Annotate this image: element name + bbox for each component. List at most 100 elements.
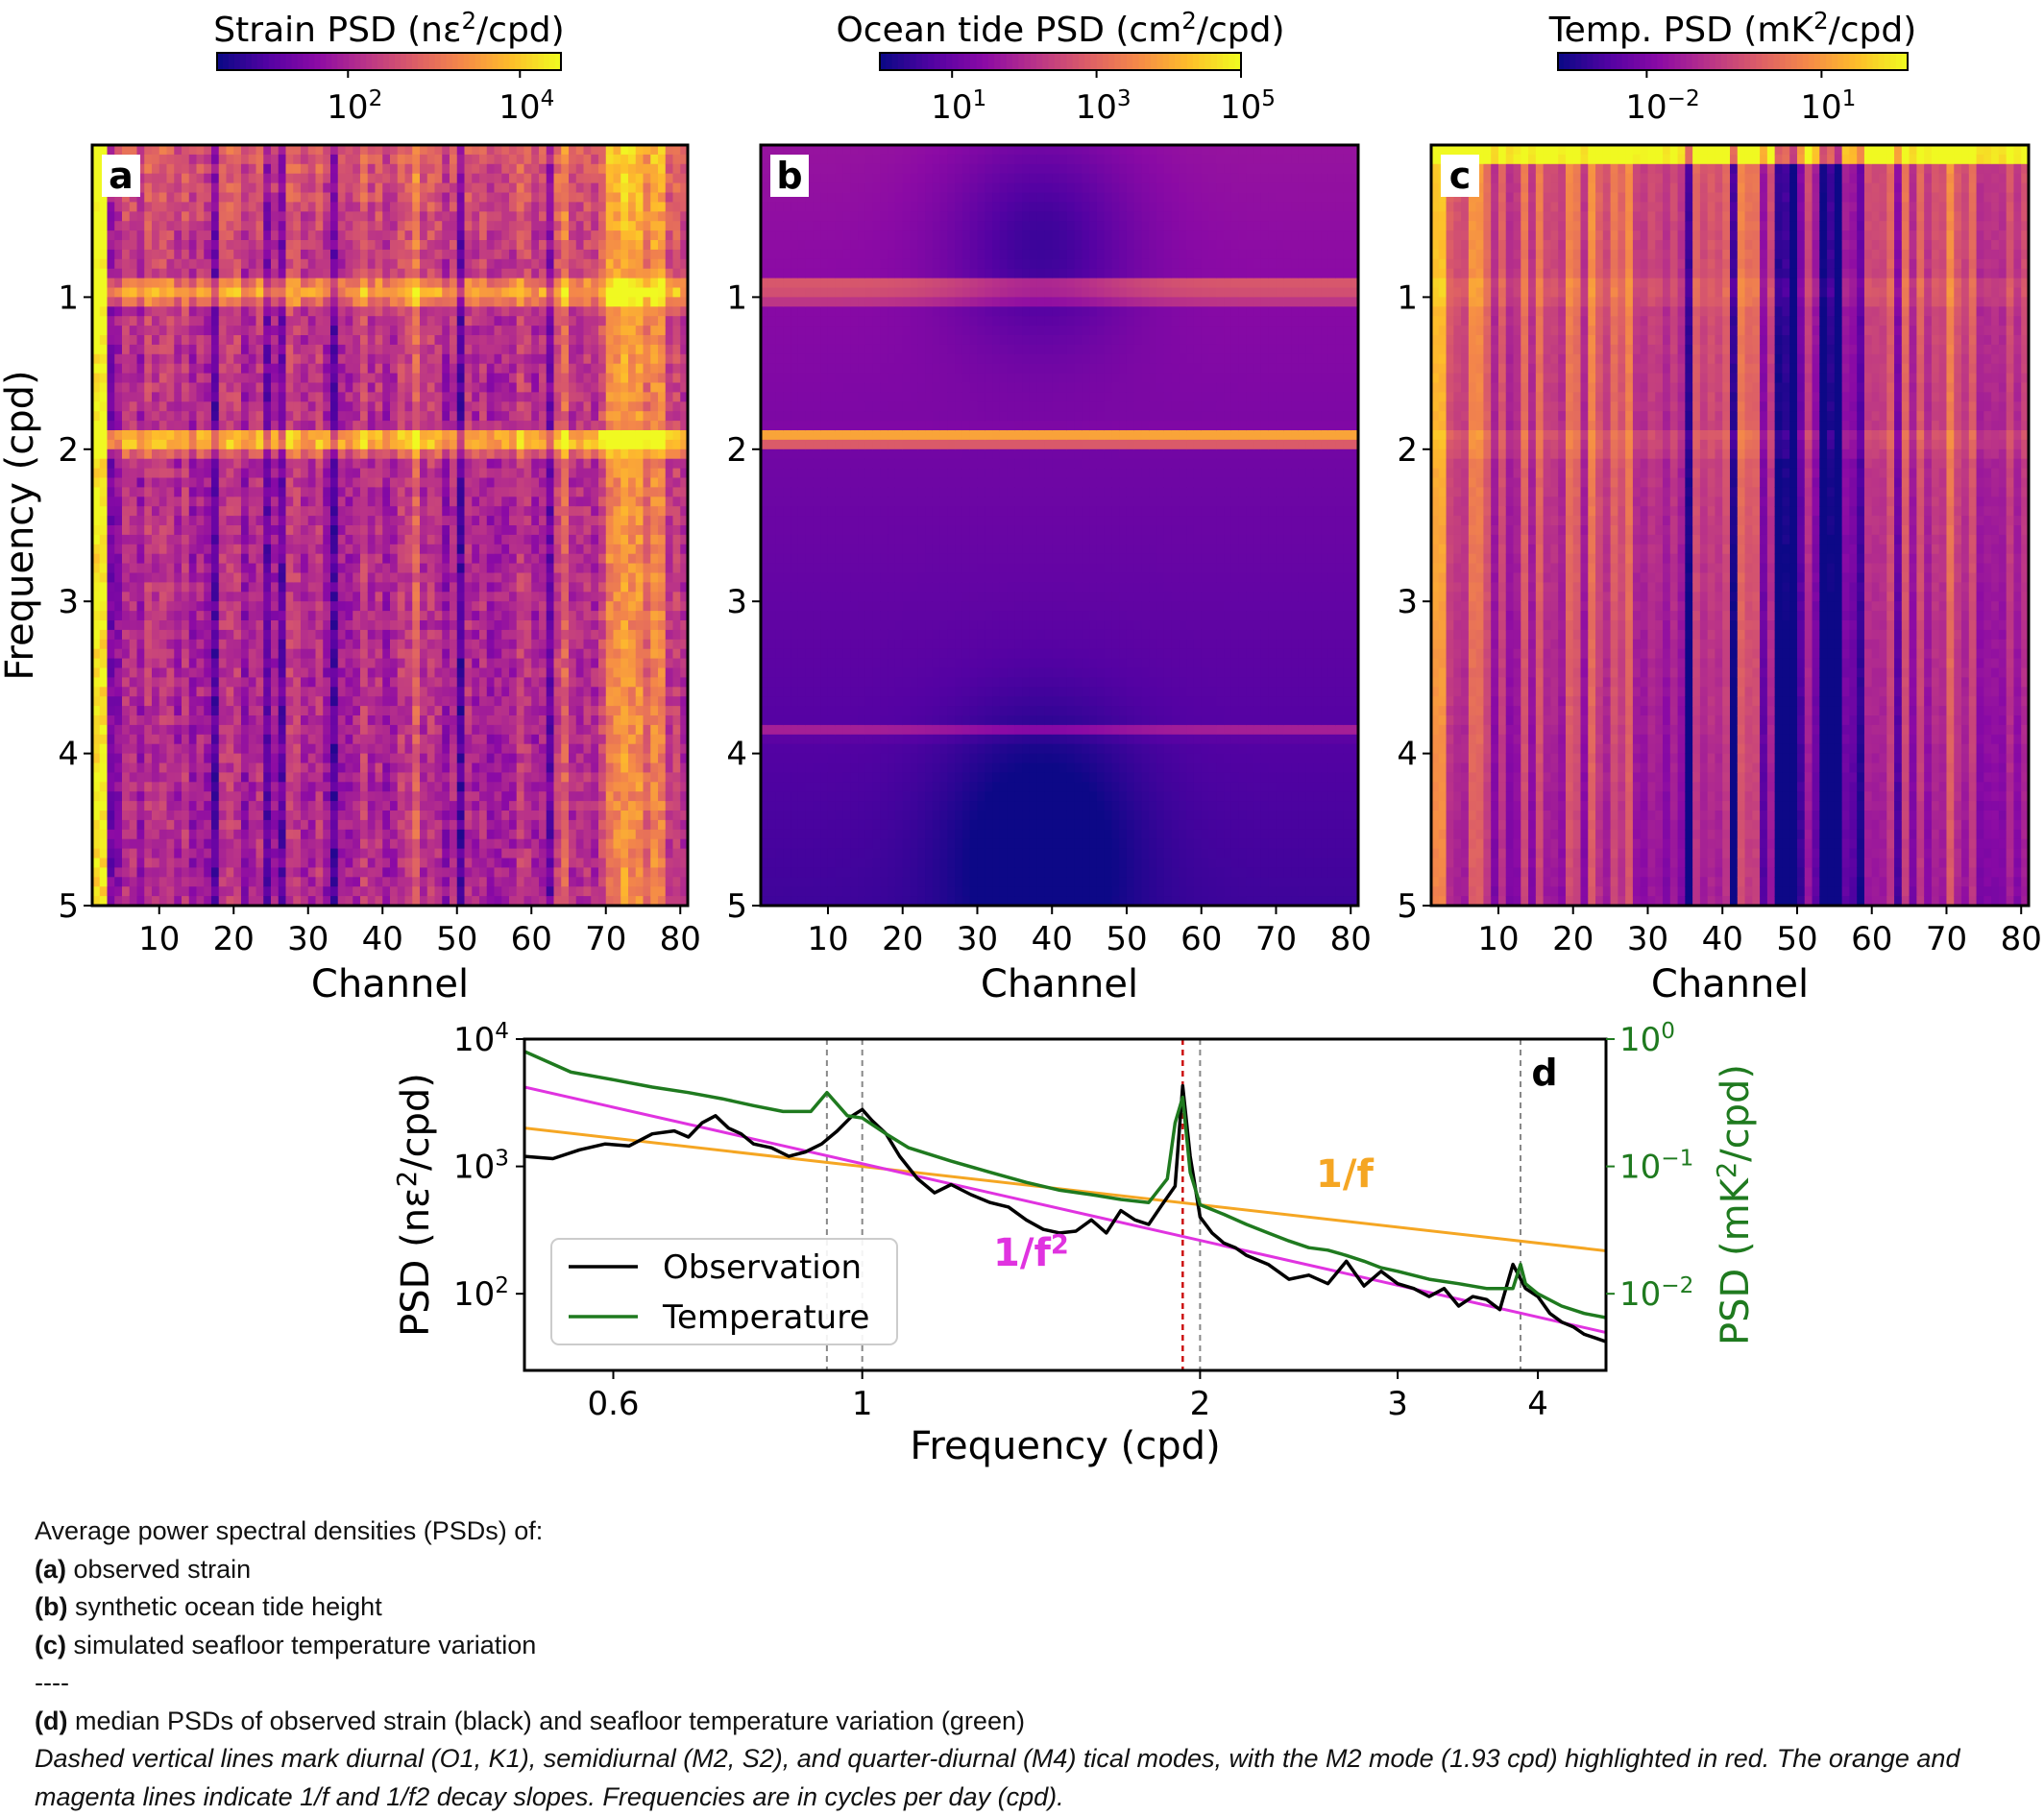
heatmap-cell [337, 382, 347, 393]
heatmap-cell [158, 896, 168, 907]
heatmap-cell [375, 154, 383, 165]
heatmap-cell [404, 363, 413, 375]
heatmap-cell [107, 544, 115, 555]
heatmap-cell [397, 278, 406, 289]
heatmap-cell [107, 715, 115, 726]
heatmap-cell [479, 496, 488, 507]
heatmap-cell [442, 335, 450, 346]
heatmap-cell [196, 848, 205, 860]
heatmap-cell [107, 240, 115, 251]
heatmap-cell [382, 696, 391, 707]
heatmap-cell [144, 743, 153, 755]
heatmap-cell [404, 819, 413, 831]
heatmap-cell [390, 544, 399, 555]
heatmap-cell [158, 211, 168, 222]
heatmap-cell [263, 477, 272, 488]
heatmap-cell [278, 373, 287, 384]
heatmap-cell [92, 240, 101, 251]
heatmap-cell [531, 353, 540, 365]
heatmap-cell [293, 430, 302, 441]
heatmap-cell [442, 782, 450, 792]
heatmap-cell [397, 667, 406, 678]
heatmap-cell [278, 620, 287, 631]
heatmap-cell [188, 448, 198, 460]
heatmap-cell [188, 648, 198, 660]
heatmap-cell [122, 724, 131, 736]
heatmap-cell [99, 335, 109, 346]
heatmap-cell [531, 801, 540, 811]
heatmap-cell [166, 534, 175, 545]
heatmap-cell [144, 563, 153, 574]
heatmap-cell [285, 163, 294, 175]
heatmap-cell [397, 763, 406, 773]
heatmap-cell [129, 468, 138, 479]
heatmap-cell [99, 896, 109, 907]
heatmap-cell [390, 154, 399, 165]
heatmap-cell [301, 696, 309, 707]
heatmap-cell [509, 487, 518, 497]
heatmap-cell [241, 563, 250, 574]
heatmap-cell [114, 211, 123, 222]
heatmap-cell [315, 182, 324, 194]
heatmap-cell [486, 182, 496, 194]
heatmap-cell [516, 896, 525, 907]
heatmap-cell [307, 867, 317, 878]
heatmap-cell [107, 639, 115, 650]
heatmap-cell [412, 525, 421, 536]
heatmap-cell [426, 430, 436, 441]
heatmap-cell [367, 421, 377, 431]
heatmap-cell [307, 601, 317, 612]
heatmap-cell [472, 401, 480, 412]
heatmap-cell [546, 667, 555, 678]
heatmap-cell [375, 838, 383, 850]
heatmap-cell [486, 829, 496, 840]
heatmap-cell [204, 553, 212, 565]
heatmap-cell [397, 696, 406, 707]
heatmap-cell [345, 477, 353, 488]
heatmap-cell [456, 249, 466, 260]
heatmap-cell [353, 648, 361, 660]
heatmap-cell [375, 316, 383, 327]
heatmap-cell [442, 249, 450, 260]
heatmap-cell [196, 297, 205, 307]
heatmap-cell [479, 173, 488, 184]
heatmap-cell [218, 430, 228, 441]
heatmap-cell [285, 886, 294, 897]
heatmap-cell [211, 572, 220, 583]
heatmap-cell [301, 154, 309, 165]
heatmap-cell [523, 715, 532, 726]
heatmap-cell [353, 439, 361, 450]
heatmap-cell [92, 687, 101, 697]
heatmap-cell [412, 782, 421, 792]
heatmap-cell [523, 601, 532, 612]
heatmap-cell [420, 896, 428, 907]
heatmap-cell [509, 297, 518, 307]
heatmap-cell [182, 326, 190, 336]
heatmap-cell [523, 439, 532, 450]
heatmap-cell [182, 477, 190, 488]
heatmap-cell [307, 353, 317, 365]
heatmap-cell [92, 326, 101, 336]
heatmap-cell [204, 867, 212, 878]
heatmap-cell [323, 572, 331, 583]
heatmap-cell [531, 221, 540, 231]
heatmap-cell [196, 353, 205, 365]
heatmap-cell [226, 534, 234, 545]
heatmap-cell [546, 306, 555, 317]
heatmap-cell [99, 382, 109, 393]
heatmap-cell [188, 496, 198, 507]
heatmap-cell [442, 867, 450, 878]
heatmap-cell [107, 326, 115, 336]
heatmap-cell [464, 858, 473, 868]
heatmap-cell [523, 886, 532, 897]
heatmap-cell [92, 838, 101, 850]
heatmap-cell [248, 572, 257, 583]
heatmap-cell [494, 421, 502, 431]
heatmap-cell [129, 544, 138, 555]
heatmap-cell [479, 439, 488, 450]
heatmap-cell [509, 629, 518, 641]
heatmap-cell [472, 278, 480, 289]
heatmap-cell [450, 173, 458, 184]
heatmap-cell [92, 572, 101, 583]
heatmap-cell [129, 667, 138, 678]
